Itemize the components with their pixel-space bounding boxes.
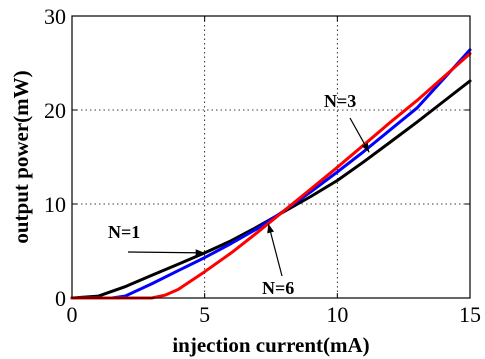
y-tick-label: 20	[44, 98, 66, 123]
x-tick-label: 5	[199, 302, 210, 327]
annotation-label: N=1	[108, 222, 140, 242]
x-tick-label: 15	[459, 302, 481, 327]
annotation-arrow	[127, 251, 205, 254]
y-tick-label: 30	[44, 4, 66, 29]
annotation-arrowhead	[195, 249, 205, 257]
y-axis-label: output power(mW)	[9, 70, 33, 243]
series-group	[70, 48, 472, 300]
annotation-label: N=6	[262, 278, 294, 298]
annotation-arrowhead	[267, 223, 275, 234]
y-tick-label: 0	[55, 286, 66, 311]
grid	[72, 16, 470, 298]
annotation-arrowhead	[361, 142, 370, 153]
annotation-label: N=3	[324, 91, 356, 111]
ticks: 0 5 10 15 0 10 20 30	[44, 4, 481, 327]
series-line-3	[70, 52, 472, 300]
y-tick-label: 10	[44, 192, 66, 217]
annotation-arrow	[267, 223, 283, 277]
x-tick-label: 10	[326, 302, 348, 327]
x-axis-label: injection current(mA)	[172, 333, 369, 357]
annotations: N=1 N=3 N=6	[108, 91, 370, 298]
x-tick-label: 0	[67, 302, 78, 327]
plot-frame	[71, 15, 471, 299]
